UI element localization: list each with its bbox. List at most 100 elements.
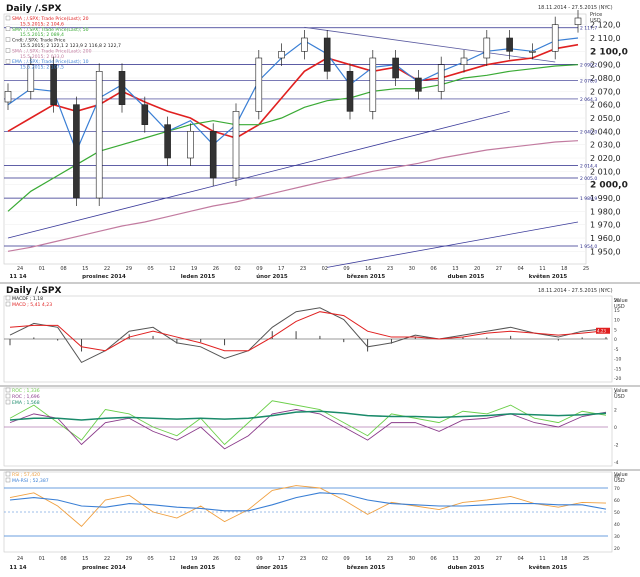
legend-entry: 15.5.2015; 2 089,4 — [20, 32, 64, 38]
candle-body — [483, 37, 491, 59]
rsi-legend-entry: RSI ; 57,420 — [12, 472, 40, 478]
candle-body — [415, 77, 422, 92]
candle-body — [50, 64, 57, 105]
x-month-label: únor 2015 — [256, 564, 288, 571]
macd-panel: Daily /.SPX 18.11.2014 - 27.5.2015 (NYC)… — [0, 282, 640, 383]
macd-y-tick: 10 — [614, 318, 620, 324]
x-day-label: 12 — [169, 266, 175, 272]
y-tick-label: 1 970,0 — [590, 221, 621, 230]
candle-body — [392, 57, 399, 79]
y-tick-label: 2 010,0 — [590, 167, 621, 176]
ma-rsi-line — [9, 492, 607, 512]
x-day-label: 11 — [539, 266, 545, 272]
macd-y-tick: -5 — [614, 347, 619, 353]
series-line-2 — [7, 64, 579, 212]
level-label: 2 078,0 — [580, 79, 597, 85]
macd-legend-entry: MACD ; 5,41 4,23 — [12, 302, 52, 308]
x-day-label: 16 — [365, 266, 371, 272]
level-label: 2 014,4 — [580, 163, 597, 169]
macd-value-label: Value — [614, 298, 628, 304]
rsi-y-tick: 20 — [614, 546, 620, 552]
legend-checkbox-icon — [5, 59, 11, 64]
rsi-line — [9, 485, 607, 528]
legend-entry: SMA ; /.SPX; Trade Price(Last); 200 — [12, 48, 92, 54]
y-tick-label: 2 070,0 — [590, 87, 621, 96]
series-line-4 — [7, 37, 579, 153]
x-day-label: 08 — [60, 266, 66, 272]
resistance-trend-line — [304, 26, 556, 63]
roc-y-tick: -4 — [614, 460, 619, 466]
candle-body — [346, 71, 354, 112]
candle — [323, 30, 331, 80]
x-day-label: 26 — [213, 556, 219, 562]
x-day-label: 22 — [104, 556, 110, 562]
candle — [4, 83, 12, 110]
x-day-label: 20 — [474, 556, 480, 562]
rsi-value-label: Value — [614, 472, 628, 478]
candle — [551, 16, 559, 60]
legend-entry: 15.5.2015; 2 122,1 2 123,9 2 116,8 2 122… — [20, 43, 121, 49]
x-day-label: 02 — [235, 266, 241, 272]
x-month-label: březen 2015 — [347, 564, 386, 571]
candle — [164, 116, 171, 166]
roc-legend-entry: ROC ; 1,336 — [12, 388, 40, 394]
series-line-1 — [7, 43, 579, 139]
x-day-label: 20 — [474, 266, 480, 272]
legend-entry: 15.5.2015; 2 104,6 — [20, 21, 64, 27]
price-currency: USD — [590, 18, 601, 24]
x-month-label: prosinec 2014 — [82, 274, 126, 280]
rsi-y-tick: 80 — [614, 474, 620, 480]
x-day-label: 30 — [409, 266, 415, 272]
x-day-label: 23 — [387, 266, 393, 272]
candle-body — [118, 71, 126, 105]
y-tick-label: 2 100,0 — [590, 47, 628, 57]
x-day-label: 02 — [322, 266, 328, 272]
legend-checkbox-icon — [5, 399, 11, 405]
macd-value-badge — [596, 327, 610, 334]
candle-body — [574, 17, 582, 25]
macd-y-tick: 20 — [614, 298, 620, 304]
roc-y-tick: -2 — [614, 443, 619, 449]
macd-currency: USD — [614, 304, 625, 310]
candle — [346, 63, 354, 120]
legend-checkbox-icon — [5, 48, 11, 53]
rsi-legend-entry: MA-RSI ; 52,387 — [12, 478, 49, 484]
x-day-label: 01 — [39, 266, 45, 272]
x-month-label: duben 2015 — [448, 565, 485, 571]
candle-body — [255, 57, 263, 112]
legend-entry: SMA ; /.SPX; Trade Price(Last); 20 — [12, 16, 89, 22]
x-month-label: březen 2015 — [347, 273, 386, 280]
y-tick-label: 2 030,0 — [590, 141, 621, 150]
x-day-label: 23 — [300, 266, 306, 272]
roc-value-label: Value — [614, 388, 628, 394]
level-label: 1 989,9 — [580, 196, 597, 202]
y-tick-label: 1 980,0 — [590, 207, 621, 216]
x-day-label: 16 — [365, 556, 371, 562]
main-plot-frame — [3, 13, 587, 265]
legend-checkbox-icon — [5, 37, 11, 42]
roc-y-tick: 2 — [614, 408, 617, 414]
level-label: 2 040,0 — [580, 129, 597, 135]
roc-y-tick: 4 — [614, 390, 617, 396]
level-label: 1 954,0 — [580, 244, 597, 250]
candle-body — [95, 71, 103, 199]
legend-entry: EMA ; /.SPX; Trade Price(Last); 10 — [12, 59, 89, 65]
candle-body — [301, 37, 308, 52]
macd-y-tick: -20 — [614, 376, 621, 382]
x-day-label: 29 — [126, 556, 132, 562]
x-day-label: 23 — [300, 556, 306, 562]
y-tick-label: 2 110,0 — [590, 34, 621, 43]
x-day-label: 25 — [583, 556, 589, 562]
roc-y-tick: 0 — [614, 425, 617, 431]
macd-y-tick: 15 — [614, 308, 620, 314]
x-day-label: 24 — [17, 556, 23, 562]
candle — [50, 56, 57, 113]
legend-entry: SMA ; /.SPX; Trade Price(Last); 50 — [12, 27, 89, 33]
x-day-label: 27 — [496, 266, 502, 272]
x-day-label: 27 — [496, 556, 502, 562]
candle — [141, 96, 149, 133]
x-day-label: 05 — [147, 556, 153, 562]
candle — [73, 96, 80, 206]
